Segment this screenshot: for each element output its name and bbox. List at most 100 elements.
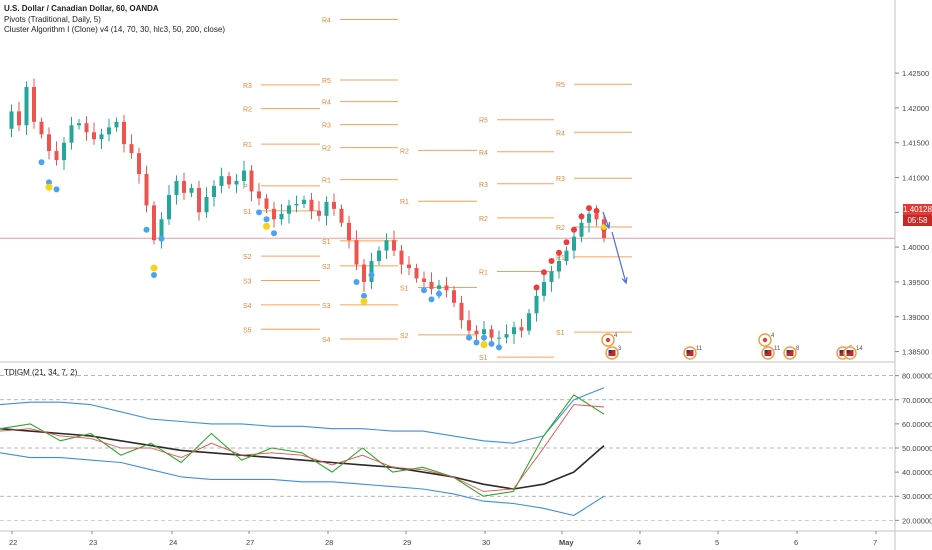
us-event-icon[interactable] bbox=[683, 346, 697, 360]
sell-signal-dot bbox=[578, 213, 585, 220]
flag-stripes bbox=[764, 350, 772, 356]
pivot-level-label: R1 bbox=[322, 178, 331, 185]
candle-body bbox=[144, 174, 149, 206]
candle-body bbox=[519, 327, 524, 331]
osc-tick-label: 20.00000 bbox=[902, 516, 932, 525]
maple-leaf-mark bbox=[605, 337, 611, 343]
candle-body bbox=[47, 134, 51, 152]
time-tick-label: 24 bbox=[169, 538, 177, 547]
candle-body bbox=[17, 111, 21, 126]
candle-body bbox=[332, 201, 336, 209]
time-tick-label: 7 bbox=[873, 538, 877, 547]
candle-body bbox=[257, 191, 261, 199]
pivot-level-label: S3 bbox=[322, 303, 331, 310]
flag-canton bbox=[839, 350, 843, 353]
candle-body bbox=[579, 222, 584, 237]
price-tick-label: 1.39000 bbox=[902, 313, 929, 322]
pivot-level-label: S2 bbox=[400, 333, 409, 340]
pivots-indicator-label[interactable]: Pivots (Traditional, Daily, 5) bbox=[4, 14, 101, 24]
candle-body bbox=[309, 199, 314, 211]
us-event-icon[interactable] bbox=[783, 346, 797, 360]
candle-body bbox=[572, 236, 576, 251]
buy-signal-dot bbox=[46, 179, 52, 186]
pivot-level-label: R4 bbox=[556, 130, 565, 137]
pivot-level-label: R2 bbox=[479, 216, 488, 223]
pivot-level-label: S3 bbox=[243, 279, 252, 286]
candle-body bbox=[9, 111, 14, 129]
candle-body bbox=[452, 290, 456, 303]
us-event-icon[interactable] bbox=[843, 346, 857, 360]
canada-event-icon[interactable] bbox=[601, 333, 615, 347]
cluster-indicator-label[interactable]: Cluster Algorithm I (Clone) v4 (14, 70, … bbox=[4, 25, 225, 34]
candle-body bbox=[264, 198, 269, 209]
flag-stripes bbox=[608, 350, 616, 356]
candle-body bbox=[587, 213, 591, 223]
event-count-label: 11 bbox=[774, 346, 781, 352]
flag-canton bbox=[686, 350, 690, 353]
tdigm-indicator-label[interactable]: TDIGM (21, 34, 7, 2) bbox=[4, 368, 78, 377]
countdown-tag: 05:58 bbox=[903, 215, 932, 226]
us-event-icon[interactable] bbox=[605, 346, 619, 360]
buy-signal-dot bbox=[271, 230, 277, 237]
oscillator-legend: TDIGM (21, 34, 7, 2) bbox=[4, 368, 77, 379]
osc-tick-label: 50.00000 bbox=[902, 444, 932, 453]
event-count-label: 3 bbox=[618, 346, 622, 352]
buy-signal-dot bbox=[473, 339, 480, 346]
candle-body bbox=[99, 134, 104, 140]
buy-signal-dot bbox=[488, 340, 495, 347]
candle-body bbox=[204, 197, 209, 213]
pivot-level-label: R1 bbox=[556, 255, 565, 262]
canada-event-icon[interactable] bbox=[758, 333, 772, 347]
price-tick-label: 1.42000 bbox=[902, 104, 929, 113]
candle-body bbox=[407, 264, 411, 269]
sell-signal-dot bbox=[533, 284, 540, 291]
us-event-icon[interactable] bbox=[761, 346, 775, 360]
pivot-level-label: S1 bbox=[243, 209, 252, 216]
candle-body bbox=[414, 268, 419, 279]
osc-lower-band bbox=[0, 452, 605, 517]
candle-body bbox=[54, 151, 59, 161]
price-tick-label: 1.38500 bbox=[902, 348, 929, 357]
buy-signal-dot bbox=[428, 296, 435, 303]
candle-body bbox=[504, 334, 509, 338]
buy-signal-dot bbox=[361, 292, 367, 299]
candle-body bbox=[362, 264, 366, 282]
candle-body bbox=[549, 271, 554, 282]
buy-signal-dot bbox=[466, 334, 472, 341]
candle-body bbox=[77, 123, 81, 126]
symbol-title[interactable]: U.S. Dollar / Canadian Dollar, 60, OANDA bbox=[4, 4, 159, 13]
osc-rsi-line bbox=[0, 394, 605, 497]
candle-body bbox=[129, 144, 134, 154]
buy-signal-dot bbox=[38, 159, 45, 166]
pivot-level-label: R3 bbox=[243, 83, 252, 90]
candle-body bbox=[287, 205, 291, 214]
pivot-level-label: S1 bbox=[322, 239, 331, 246]
chart-legend: U.S. Dollar / Canadian Dollar, 60, OANDA… bbox=[4, 4, 225, 36]
pivot-level-label: S2 bbox=[322, 264, 331, 271]
event-count-label: 11 bbox=[696, 346, 703, 352]
candle-body bbox=[444, 285, 449, 291]
candle-body bbox=[564, 250, 569, 262]
time-tick-label: May bbox=[559, 538, 574, 547]
pivot-level-label: R2 bbox=[243, 107, 252, 114]
candle-body bbox=[354, 240, 359, 265]
buy-signal-dot bbox=[481, 334, 487, 341]
cluster-signal-dot bbox=[45, 183, 53, 191]
cluster-signal-dot bbox=[480, 341, 488, 349]
sell-signal-dot bbox=[548, 258, 555, 265]
pivot-level-label: R2 bbox=[556, 225, 565, 232]
candle-body bbox=[467, 320, 471, 331]
pivot-level-label: R3 bbox=[322, 123, 331, 130]
buy-signal-dot bbox=[256, 209, 262, 216]
pivot-level-label: R4 bbox=[322, 17, 331, 24]
candle-body bbox=[167, 194, 171, 220]
pivot-level-label: S5 bbox=[243, 327, 252, 334]
candle-body bbox=[219, 176, 224, 186]
candle-body bbox=[317, 210, 321, 216]
pivot-level-label: R1 bbox=[479, 270, 488, 277]
buy-signal-dot bbox=[421, 287, 427, 294]
candle-body bbox=[92, 132, 96, 140]
time-tick-label: 22 bbox=[9, 538, 17, 547]
candle-body bbox=[234, 181, 239, 185]
